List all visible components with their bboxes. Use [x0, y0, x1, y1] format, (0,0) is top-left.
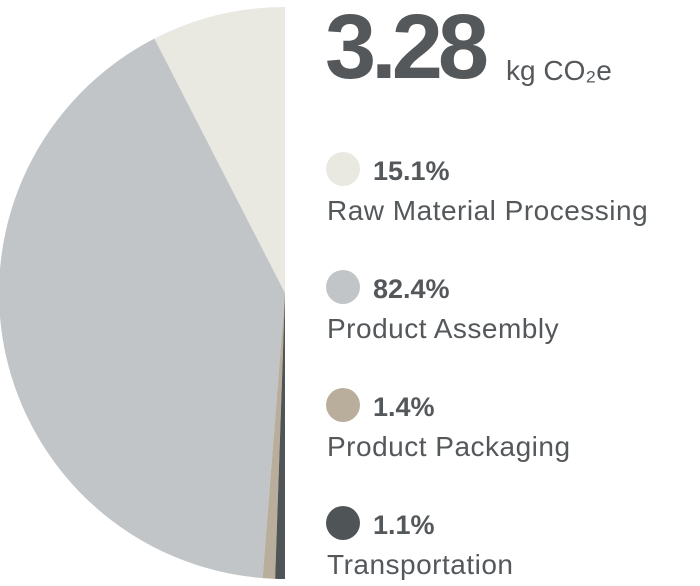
pie-slice [154, 7, 285, 293]
legend-swatch [326, 506, 360, 540]
pie-slice [262, 293, 285, 579]
pie-slice [0, 38, 285, 579]
legend-swatch [326, 270, 360, 304]
legend-value: 1.4% [373, 392, 435, 422]
legend-value: 82.4% [373, 274, 450, 304]
pie-slice [275, 293, 285, 579]
legend-label: Product Assembly [327, 313, 559, 344]
legend-label: Product Packaging [327, 431, 571, 462]
total-unit: kg CO₂e [506, 55, 612, 86]
legend-swatch [326, 388, 360, 422]
legend-label: Transportation [327, 549, 514, 580]
legend-value: 1.1% [373, 510, 435, 540]
legend-swatch [326, 152, 360, 186]
total-value: 3.28 [325, 0, 487, 98]
legend-value: 15.1% [373, 156, 450, 186]
legend-label: Raw Material Processing [327, 195, 648, 226]
